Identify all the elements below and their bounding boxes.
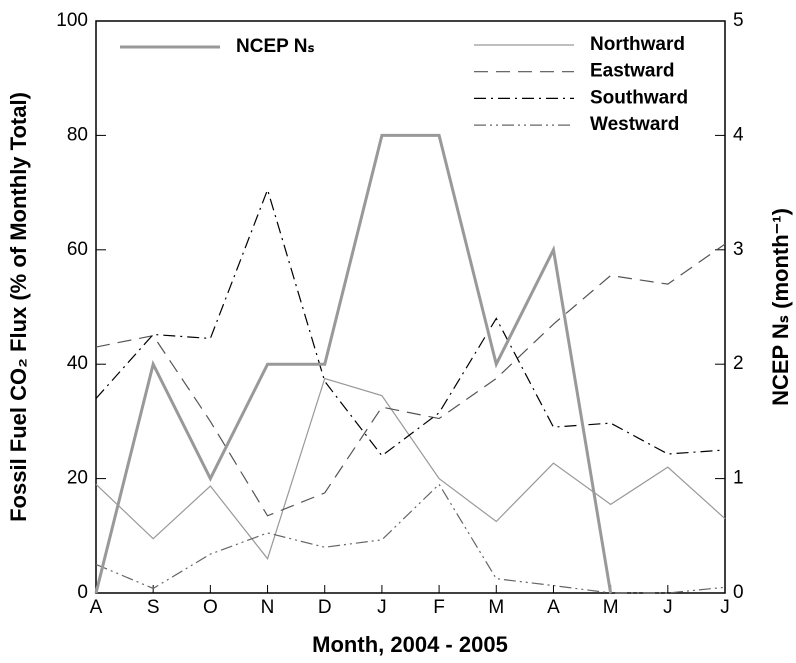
y2-tick-label: 2 (733, 353, 744, 374)
x-tick-label: D (318, 597, 332, 618)
y-tick-label: 100 (56, 10, 88, 31)
data-line (95, 377, 726, 560)
x-tick-label: J (663, 597, 673, 618)
legend-label: Eastward (590, 61, 674, 82)
x-tick-label: A (547, 597, 560, 618)
x-tick-label: S (147, 597, 160, 618)
y2-axis-label: NCEP Nₛ (month⁻¹) (768, 208, 793, 406)
data-line (94, 133, 613, 594)
y2-tick-label: 3 (733, 239, 744, 260)
x-axis-label: Month, 2004 - 2005 (312, 632, 508, 657)
data-line (95, 187, 726, 457)
x-tick-label: M (488, 597, 504, 618)
y2-tick-label: 5 (733, 10, 744, 31)
legend-label: NCEP Nₛ (236, 36, 315, 57)
y2-tick-label: 0 (733, 582, 744, 603)
plot-frame (95, 20, 726, 594)
y-tick-label: 20 (67, 468, 88, 489)
y2-tick-label: 1 (733, 468, 744, 489)
y-tick-label: 80 (67, 124, 88, 145)
x-tick-label: A (90, 597, 103, 618)
x-tick-label: M (603, 597, 619, 618)
x-tick-label: J (720, 597, 730, 618)
x-tick-label: N (261, 597, 275, 618)
y-tick-label: 0 (77, 582, 88, 603)
x-tick-label: O (203, 597, 218, 618)
x-tick-label: J (377, 597, 387, 618)
y2-tick-label: 4 (733, 124, 744, 145)
legend-label: Southward (590, 87, 688, 108)
x-tick-label: F (433, 597, 445, 618)
y-tick-label: 60 (67, 239, 88, 260)
y-axis-label: Fossil Fuel CO₂ Flux (% of Monthly Total… (6, 92, 31, 522)
legend-label: Westward (590, 114, 679, 135)
y-tick-label: 40 (67, 353, 88, 374)
legend-label: Northward (590, 34, 685, 55)
data-line (95, 483, 726, 594)
data-line (95, 243, 726, 517)
